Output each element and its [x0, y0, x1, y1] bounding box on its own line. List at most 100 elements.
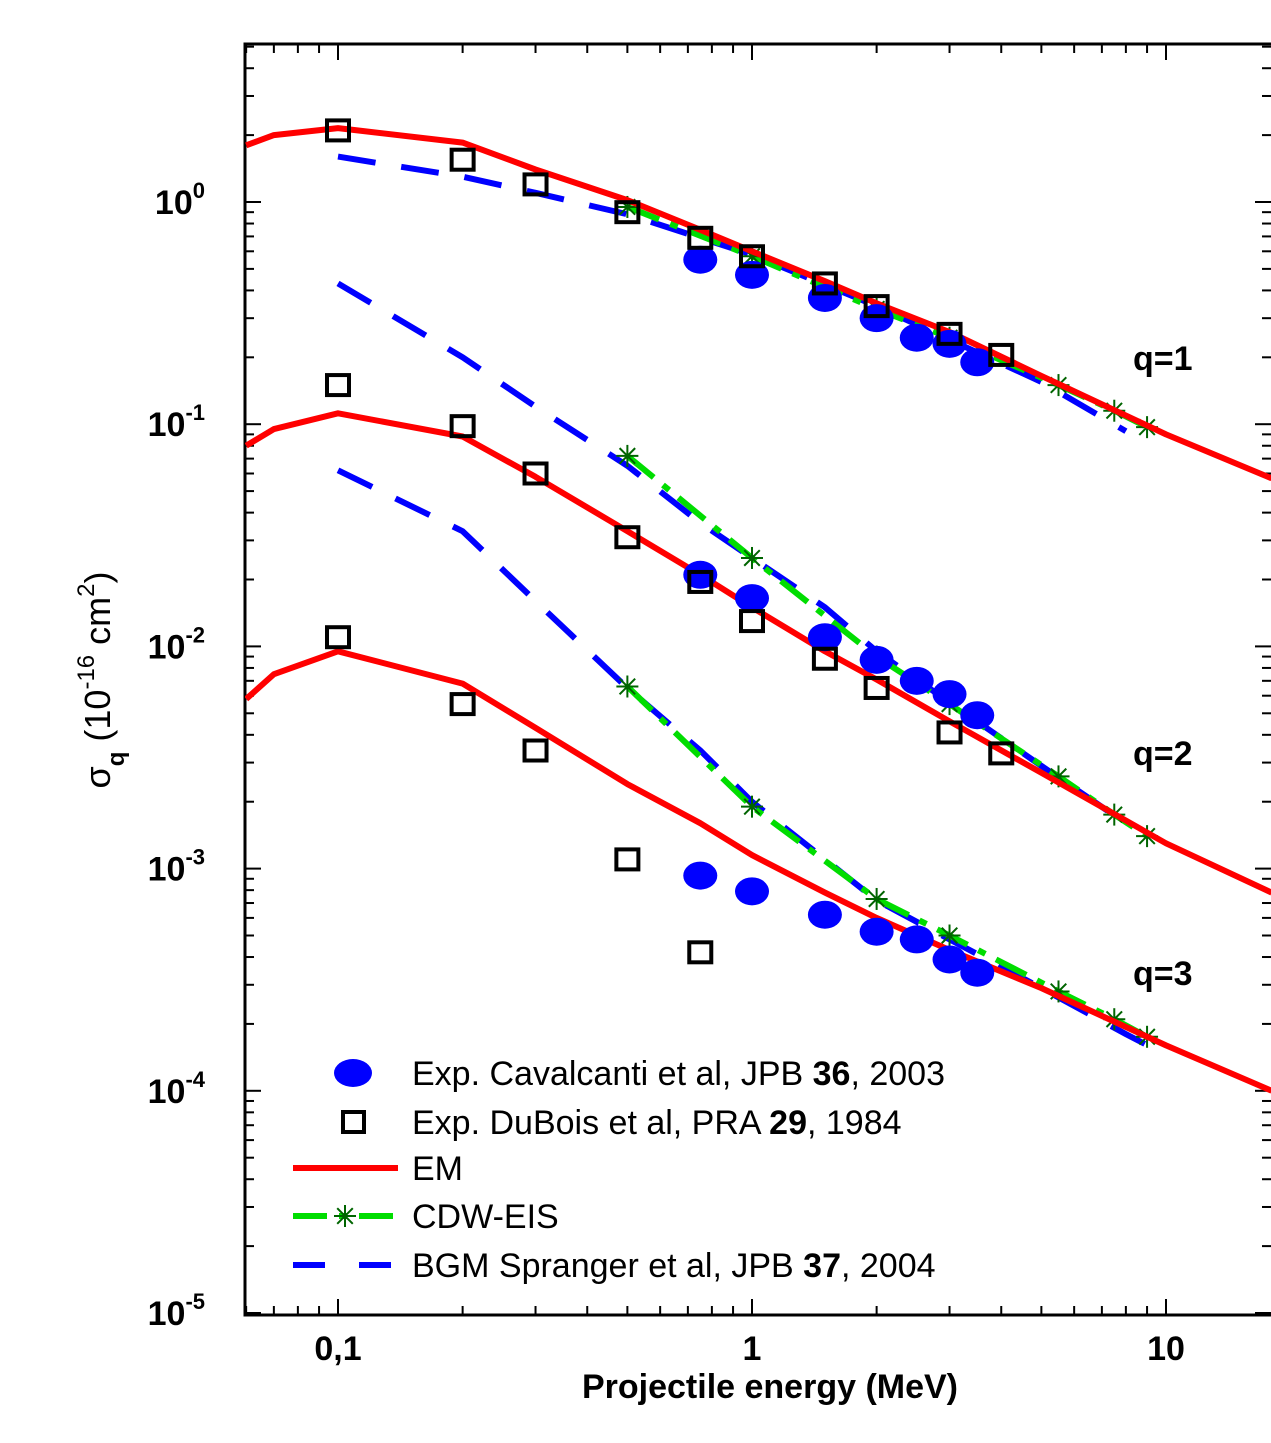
- cavalcanti-point: [960, 958, 995, 987]
- dubois-q1: [325, 118, 1015, 367]
- dubois-q2: [325, 373, 1015, 766]
- x-tick-label: 0,1: [314, 1330, 361, 1368]
- dubois-point: [325, 625, 351, 650]
- dubois-point: [614, 847, 641, 872]
- annotation-q1: q=1: [1133, 340, 1193, 378]
- y-axis-unit: cm: [77, 597, 118, 655]
- cavalcanti-point: [683, 560, 718, 589]
- x-tick-label: 10: [1147, 1330, 1185, 1368]
- dubois-point: [739, 609, 765, 634]
- y-axis-unit-exp: 2: [73, 584, 100, 597]
- cdw-q3: [616, 675, 1159, 1048]
- em-line: [245, 125, 1271, 482]
- y-tick-label: 10-1: [148, 400, 205, 444]
- axis-ticks: [245, 44, 1271, 1315]
- legend-item-cav: Exp. Cavalcanti et al, JPB 36, 2003: [334, 1055, 945, 1093]
- plot-frame: [243, 42, 1271, 1317]
- bgm-line: [337, 153, 1128, 434]
- cavalcanti-point: [960, 701, 995, 730]
- cav-q2: [683, 560, 995, 730]
- dubois-point: [522, 172, 549, 197]
- y-axis-exp: -16: [73, 655, 100, 690]
- dubois-point: [988, 741, 1015, 766]
- legend-label-cdw: CDW-EIS: [412, 1198, 559, 1236]
- cavalcanti-point: [899, 666, 934, 695]
- dubois-point: [614, 200, 641, 225]
- legend-label-bgm: BGM Spranger et al, JPB 37, 2004: [412, 1247, 936, 1285]
- dubois-point: [449, 692, 476, 717]
- legend-item-em: EM: [293, 1150, 463, 1188]
- cavalcanti-point: [859, 645, 894, 674]
- cavalcanti-point: [683, 245, 718, 274]
- annotation-q2: q=2: [1133, 735, 1193, 773]
- em-line: [245, 648, 1271, 1094]
- cavalcanti-point: [735, 877, 769, 906]
- em-q3: [245, 648, 1271, 1094]
- tick-labels: 0,1 1 10 100 10-1 10-2 10-3 10-4 10-5: [148, 178, 1185, 1368]
- cavalcanti-point: [859, 304, 894, 333]
- x-tick-label: 1: [743, 1330, 762, 1368]
- svg-text:σq (10-16 cm2): σq (10-16 cm2): [73, 572, 130, 789]
- data-series: [245, 118, 1271, 1094]
- legend: Exp. Cavalcanti et al, JPB 36, 2003 Exp. …: [293, 1055, 945, 1285]
- bgm-q1: [337, 153, 1128, 434]
- dubois-point: [811, 646, 838, 671]
- cavalcanti-point: [932, 680, 967, 709]
- dubois-point: [687, 569, 714, 594]
- cavalcanti-point: [899, 323, 934, 352]
- dubois-point: [522, 461, 549, 486]
- cavalcanti-point: [807, 900, 842, 929]
- cav-q3: [683, 861, 995, 987]
- legend-item-dubois: Exp. DuBois et al, PRA 29, 1984: [341, 1104, 902, 1142]
- cdw-q2: [616, 444, 1159, 848]
- legend-item-bgm: BGM Spranger et al, JPB 37, 2004: [293, 1247, 936, 1285]
- dubois-point: [988, 342, 1015, 367]
- y-tick-label: 10-2: [148, 622, 205, 666]
- y-tick-label: 100: [155, 178, 205, 222]
- dubois-point: [614, 525, 641, 550]
- legend-swatch-cavalcanti: [334, 1059, 372, 1087]
- dubois-point: [739, 244, 765, 269]
- legend-label-dubois: Exp. DuBois et al, PRA 29, 1984: [412, 1104, 902, 1142]
- legend-swatch-dubois: [341, 1110, 366, 1134]
- dubois-point: [936, 321, 963, 346]
- dubois-point: [936, 720, 963, 745]
- dubois-point: [449, 414, 476, 439]
- cavalcanti-point: [932, 945, 967, 974]
- dubois-point: [325, 118, 351, 143]
- y-tick-label: 10-3: [148, 845, 205, 889]
- dubois-point: [863, 675, 890, 700]
- cdw-line: [625, 453, 1149, 839]
- cavalcanti-point: [683, 861, 718, 890]
- dubois-point: [811, 271, 838, 296]
- cavalcanti-point: [807, 623, 842, 652]
- em-q2: [245, 410, 1271, 896]
- y-tick-label: 10-5: [148, 1289, 205, 1333]
- y-tick-label: 10-4: [148, 1067, 206, 1111]
- cavalcanti-point: [859, 917, 894, 946]
- legend-label-em: EM: [412, 1150, 463, 1188]
- legend-swatch-cdw-asterisk: [334, 1205, 356, 1227]
- em-line: [245, 410, 1271, 896]
- dubois-point: [522, 738, 549, 763]
- cavalcanti-point: [735, 584, 769, 613]
- cavalcanti-point: [899, 925, 934, 954]
- x-axis-title: Projectile energy (MeV): [582, 1368, 958, 1406]
- em-q1: [245, 125, 1271, 482]
- y-axis-sub: q: [103, 752, 130, 767]
- cdw-point: [741, 795, 763, 818]
- legend-item-cdw: CDW-EIS: [293, 1198, 559, 1236]
- dubois-point: [687, 225, 714, 250]
- annotations: q=1 q=2 q=3: [1133, 340, 1193, 993]
- y-axis-sigma: σ: [77, 766, 118, 788]
- y-axis-title: σq (10-16 cm2): [73, 572, 130, 789]
- cdw-point: [938, 924, 961, 947]
- annotation-q3: q=3: [1133, 955, 1193, 993]
- dubois-point: [687, 940, 714, 965]
- dubois-point: [449, 147, 476, 172]
- cav-q1: [683, 245, 995, 377]
- cdw-point: [865, 887, 888, 910]
- dubois-point: [325, 373, 351, 398]
- y-axis-close: ): [77, 572, 118, 584]
